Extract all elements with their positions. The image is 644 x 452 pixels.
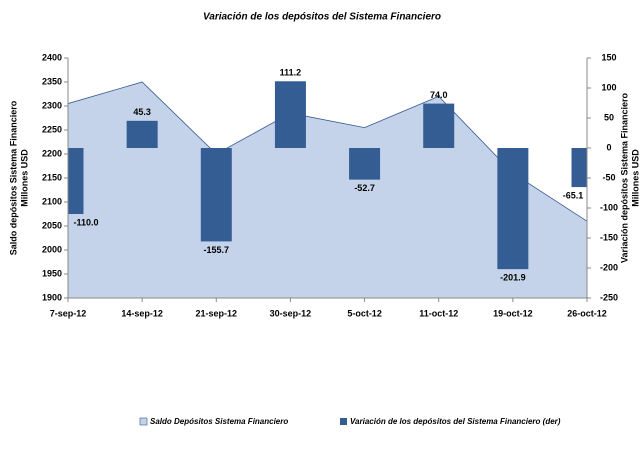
bar (349, 148, 381, 180)
data-label: -201.9 (500, 273, 526, 283)
y-axis-title-line: Saldo depósitos Sistema Financiero (8, 100, 18, 255)
y-tick-label: 2300 (42, 100, 62, 110)
x-tick-label: 5-oct-12 (347, 308, 382, 318)
y-tick-label: 1950 (42, 268, 62, 278)
chart-title: Variación de los depósitos del Sistema F… (203, 12, 441, 23)
data-label: -110.0 (73, 217, 98, 227)
y2-axis-title-line: Variación depósitos Sistema Financiero (619, 92, 629, 263)
y2-tick-label: 150 (601, 52, 616, 62)
bar (126, 120, 158, 148)
y2-tick-label: 0 (606, 142, 611, 152)
bar (200, 148, 232, 242)
y2-tick-label: -200 (600, 262, 618, 272)
data-label: -52.7 (354, 183, 375, 193)
x-tick-label: 7-sep-12 (50, 308, 87, 318)
y2-axis-title: Variación depósitos Sistema Financiero M… (619, 92, 640, 263)
data-label: 45.3 (133, 107, 151, 117)
y-tick-label: 2050 (42, 220, 62, 230)
bar (68, 148, 84, 214)
y2-tick-label: -100 (600, 202, 618, 212)
x-tick-label: 14-sep-12 (121, 308, 163, 318)
bar (274, 81, 306, 148)
legend-swatch (139, 417, 148, 426)
y-tick-label: 2100 (42, 196, 62, 206)
bar (497, 148, 529, 270)
y-tick-label: 2150 (42, 172, 62, 182)
y-tick-label: 2250 (42, 124, 62, 134)
y2-tick-label: -150 (600, 232, 618, 242)
x-tick-label: 11-oct-12 (419, 308, 458, 318)
y2-axis-title-line: Millones USD (630, 149, 640, 207)
y-tick-label: 1900 (42, 292, 62, 302)
data-label: 74.0 (430, 90, 448, 100)
x-tick-label: 19-oct-12 (493, 308, 533, 318)
y-tick-label: 2350 (42, 76, 62, 86)
x-tick-label: 26-oct-12 (567, 308, 607, 318)
legend-label: Variación de los depósitos del Sistema F… (350, 417, 561, 426)
x-tick-label: 21-sep-12 (196, 308, 238, 318)
legend-label: Saldo Depósitos Sistema Financiero (150, 417, 288, 426)
data-label: 111.2 (280, 68, 302, 78)
y-axis-title: Saldo depósitos Sistema Financiero Millo… (8, 100, 29, 255)
bar (571, 148, 587, 188)
data-label: -155.7 (204, 245, 230, 255)
y-tick-label: 2000 (42, 244, 62, 254)
x-tick-label: 30-sep-12 (270, 308, 312, 318)
y2-tick-label: 50 (604, 112, 614, 122)
y2-tick-label: -50 (602, 172, 615, 182)
plot-area (68, 81, 587, 298)
y-tick-label: 2400 (42, 52, 62, 62)
bar (423, 103, 455, 148)
y-tick-label: 2200 (42, 148, 62, 158)
y-axis-title-line: Millones USD (19, 149, 29, 207)
y2-tick-label: -250 (600, 292, 618, 302)
y2-tick-label: 100 (601, 82, 616, 92)
data-label: -65.1 (563, 190, 584, 200)
legend-swatch (340, 418, 347, 425)
